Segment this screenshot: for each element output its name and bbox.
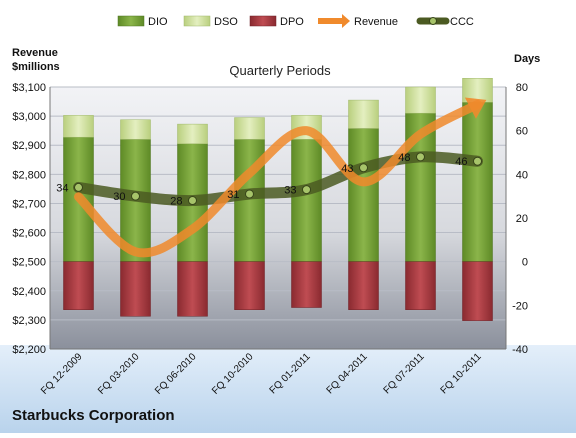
dso-bar xyxy=(234,117,265,140)
left-axis-label-line2: $millions xyxy=(12,61,60,73)
legend-label: DIO xyxy=(148,16,168,28)
dso-bar xyxy=(405,86,436,114)
left-tick-label: $2,300 xyxy=(12,315,46,327)
legend-item-ccc: CCC xyxy=(416,16,474,28)
ccc-point xyxy=(302,185,311,195)
right-tick-label: 20 xyxy=(516,213,528,225)
dio-bar xyxy=(348,128,379,262)
left-tick-label: $3,100 xyxy=(12,82,46,94)
ccc-point xyxy=(131,191,140,201)
dso-bar xyxy=(63,115,94,138)
right-tick-label: 40 xyxy=(516,169,528,181)
dpo-bar xyxy=(462,261,493,321)
ccc-point xyxy=(416,152,425,162)
left-tick-label: $2,900 xyxy=(12,140,46,152)
bottom-band xyxy=(0,345,576,433)
ccc-data-label: 46 xyxy=(455,156,467,168)
series-lines xyxy=(73,97,487,258)
dio-bar xyxy=(462,102,493,262)
legend-item-dpo: DPO xyxy=(249,15,304,28)
ccc-point xyxy=(473,156,482,166)
footer-title: Starbucks Corporation xyxy=(12,407,175,424)
right-tick-label: -20 xyxy=(512,300,528,312)
revenue-arrowhead xyxy=(464,97,487,119)
right-axis-label: Days xyxy=(514,53,540,65)
legend-label: DPO xyxy=(280,16,304,28)
left-tick-label: $2,500 xyxy=(12,257,46,269)
right-tick-label: 0 xyxy=(522,257,528,269)
right-tick-label: 80 xyxy=(516,82,528,94)
legend-swatch-dso xyxy=(183,15,211,27)
ccc-data-label: 28 xyxy=(170,196,182,208)
left-tick-label: $2,800 xyxy=(12,169,46,181)
legend-item-dso: DSO xyxy=(183,15,238,28)
legend-item-dio: DIO xyxy=(117,15,168,28)
chart-title: Quarterly Periods xyxy=(229,63,331,78)
ccc-data-label: 30 xyxy=(113,191,125,203)
left-tick-label: $3,000 xyxy=(12,111,46,123)
legend-label: CCC xyxy=(450,16,474,28)
legend-marker-ccc xyxy=(429,17,437,25)
left-tick-label: $2,700 xyxy=(12,198,46,210)
revenue-line xyxy=(74,99,482,258)
ccc-point xyxy=(74,182,83,192)
dpo-bar xyxy=(177,261,208,317)
left-tick-label: $2,200 xyxy=(12,344,46,356)
legend-swatch-dio xyxy=(117,15,145,27)
right-tick-label: -40 xyxy=(512,344,528,356)
ccc-line xyxy=(73,151,483,207)
data-labels: 34 30 28 31 33 43 48 46 xyxy=(56,152,482,208)
dso-bar xyxy=(348,99,379,129)
left-axis-label-line1: Revenue xyxy=(12,47,58,59)
ccc-data-label: 48 xyxy=(398,152,410,164)
ccc-point xyxy=(188,196,197,206)
ccc-data-label: 34 xyxy=(56,182,68,194)
legend-item-revenue: Revenue xyxy=(318,14,398,28)
legend: DIO DSO DPO Revenue CCC xyxy=(117,14,474,28)
dio-bar xyxy=(291,139,322,262)
legend-label: DSO xyxy=(214,16,238,28)
ccc-point xyxy=(245,189,254,199)
ccc-point xyxy=(359,163,368,173)
dpo-bar xyxy=(234,261,265,310)
legend-arrow-revenue xyxy=(342,14,350,28)
dso-bar xyxy=(120,119,151,140)
left-tick-label: $2,400 xyxy=(12,286,46,298)
right-tick-label: 60 xyxy=(516,126,528,138)
dso-bar xyxy=(177,123,208,145)
dpo-bar xyxy=(63,261,94,310)
left-tick-label: $2,600 xyxy=(12,228,46,240)
ccc-data-label: 33 xyxy=(284,185,296,197)
ccc-data-label: 31 xyxy=(227,189,239,201)
legend-label: Revenue xyxy=(354,16,398,28)
dpo-bar xyxy=(120,261,151,317)
dpo-bar xyxy=(348,261,379,310)
legend-swatch-dpo xyxy=(249,15,277,27)
dpo-bar xyxy=(405,261,436,310)
dpo-bar xyxy=(291,261,322,308)
ccc-data-label: 43 xyxy=(341,163,353,175)
